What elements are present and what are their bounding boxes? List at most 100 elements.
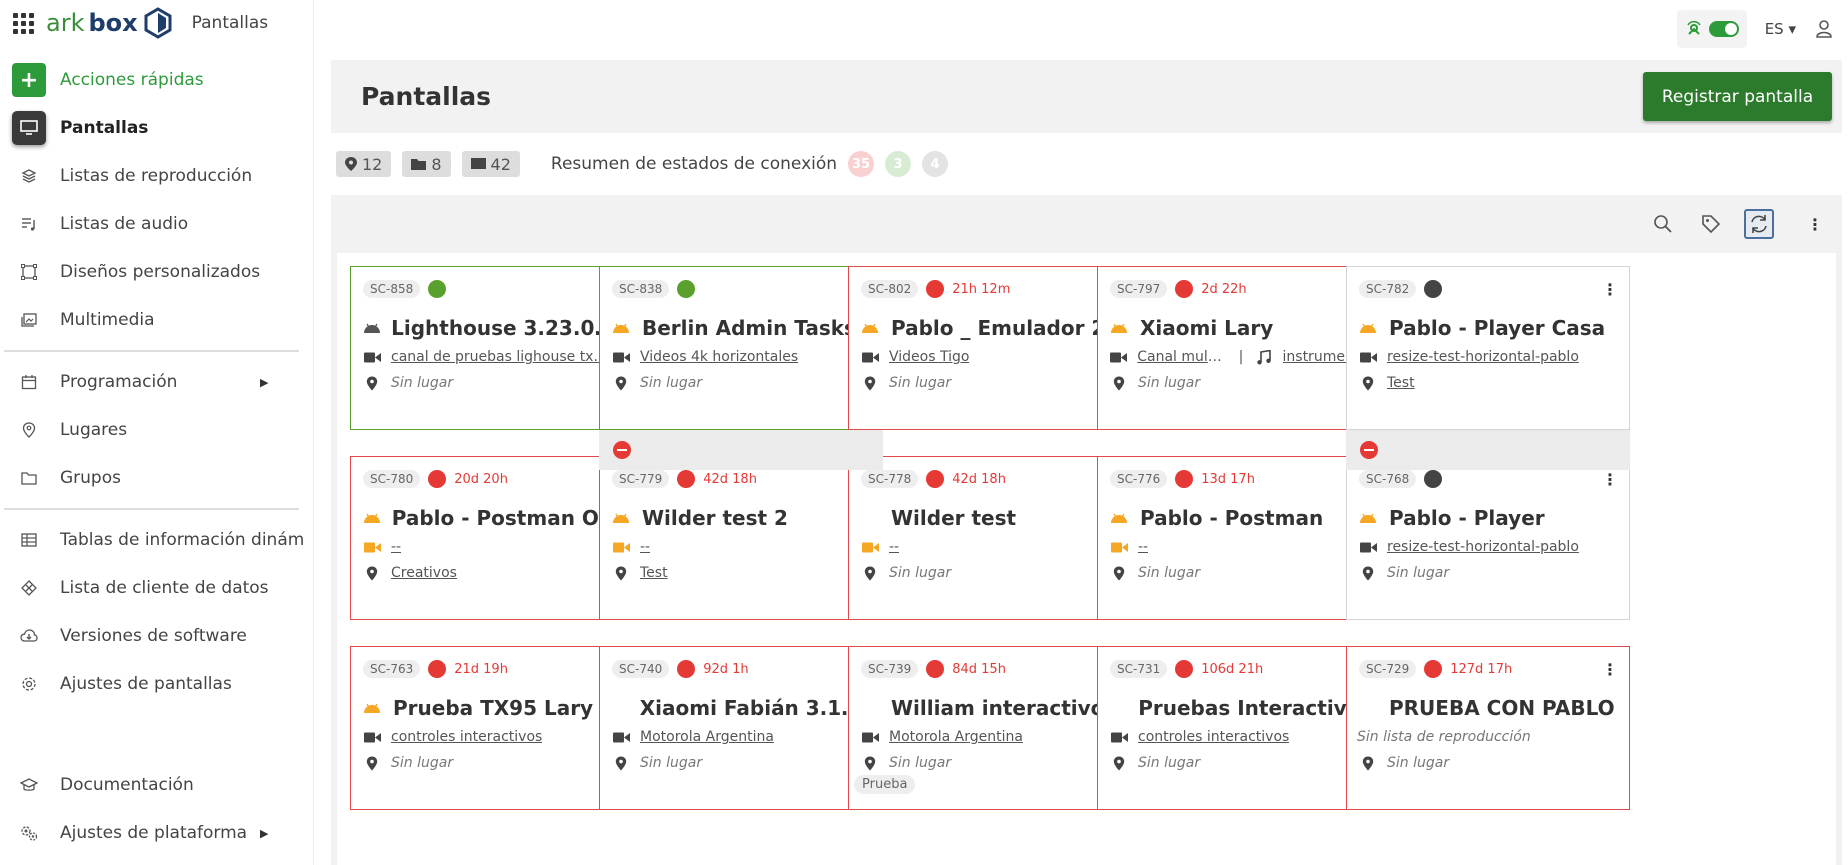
table-icon: [12, 523, 46, 557]
playlist-row: Videos Tigo: [861, 347, 1119, 367]
groups-count: 8: [431, 154, 442, 174]
sidebar-item-acciones-rápidas[interactable]: + Acciones rápidas: [0, 56, 313, 104]
screen-card[interactable]: SC-782 ⋮ Pablo - Player Casa resize-test-ho…: [1346, 266, 1630, 430]
playlist-link[interactable]: Canal multi...: [1137, 349, 1227, 365]
online-count-badge[interactable]: 3: [885, 151, 912, 177]
screen-name[interactable]: William interactivo: [891, 696, 1105, 720]
playlist-link[interactable]: Videos Tigo: [889, 349, 970, 365]
card-menu-icon[interactable]: ⋮: [1602, 279, 1618, 299]
sidebar-item-programación[interactable]: Programación ▶: [0, 358, 313, 406]
sidebar-item-tablas-de-información-dinám[interactable]: Tablas de información dinám: [0, 516, 313, 564]
user-icon[interactable]: [1814, 19, 1834, 39]
android-icon: [1111, 513, 1127, 523]
place-value[interactable]: Test: [1387, 375, 1415, 391]
sidebar-item-grupos[interactable]: Grupos: [0, 454, 313, 502]
more-options-button[interactable]: ⋮: [1792, 209, 1823, 239]
screen-name[interactable]: Pablo _ Emulador 2: [891, 316, 1106, 340]
screen-name[interactable]: Pablo - Postman Ofi...: [391, 506, 621, 530]
realtime-toggle[interactable]: [1708, 21, 1739, 37]
screen-name[interactable]: Wilder test 2: [642, 506, 788, 530]
sidebar-item-pantallas[interactable]: Pantallas: [0, 104, 313, 152]
sidebar-item-listas-de-reproducción[interactable]: Listas de reproducción: [0, 152, 313, 200]
graduation-cap-icon: [12, 768, 46, 802]
offline-count-badge[interactable]: 35: [848, 151, 875, 177]
playlist-link[interactable]: Videos 4k horizontales: [640, 349, 799, 365]
playlist-link[interactable]: --: [640, 539, 651, 555]
place-row: Test: [612, 563, 870, 583]
screen-name[interactable]: Xiaomi Fabián 3.18.0...: [639, 696, 870, 720]
playlist-link[interactable]: Motorola Argentina: [640, 729, 774, 745]
status-dot: [428, 470, 447, 488]
sidebar-item-versiones-de-software[interactable]: Versiones de software: [0, 612, 313, 660]
place-value[interactable]: Creativos: [391, 565, 457, 581]
place-row: Sin lugar: [612, 753, 870, 773]
screen-name[interactable]: Pablo - Player: [1389, 506, 1545, 530]
tag-filter-button[interactable]: [1696, 209, 1726, 239]
playlist-link[interactable]: resize-test-horizontal-pablo: [1387, 349, 1579, 365]
sidebar-item-ajustes-de-pantallas[interactable]: Ajustes de pantallas: [0, 660, 313, 708]
playlist-link[interactable]: Motorola Argentina: [889, 729, 1023, 745]
playlist-link[interactable]: resize-test-horizontal-pablo: [1387, 539, 1579, 555]
screen-name[interactable]: Pablo - Postman: [1140, 506, 1324, 530]
playlist-row: Videos 4k horizontales: [612, 347, 870, 367]
card-menu-icon[interactable]: ⋮: [1602, 469, 1618, 489]
screen-card[interactable]: SC-768 ⋮ Pablo - Player resize-test-horizon…: [1346, 456, 1630, 620]
screen-name[interactable]: Pruebas Interactivo ...: [1138, 696, 1368, 720]
card-title-row: Pablo - Player Casa: [1359, 315, 1617, 341]
android-icon: [364, 703, 380, 713]
sidebar-item-lugares[interactable]: Lugares: [0, 406, 313, 454]
sidebar-item-multimedia[interactable]: Multimedia: [0, 296, 313, 344]
groups-count-chip[interactable]: 8: [402, 151, 451, 177]
playlist-link[interactable]: --: [889, 539, 900, 555]
sidebar-item-ajustes-de-plataforma[interactable]: Ajustes de plataforma ▶: [0, 809, 313, 857]
search-button[interactable]: [1648, 209, 1678, 239]
arkbox-logo[interactable]: ark box: [46, 7, 174, 39]
location-pin-icon: [864, 756, 876, 770]
sidebar-item-lista-de-cliente-de-datos[interactable]: Lista de cliente de datos: [0, 564, 313, 612]
card-menu-icon[interactable]: ⋮: [1602, 659, 1618, 679]
sidebar-item-documentación[interactable]: Documentación: [0, 761, 313, 809]
status-dot: [1175, 470, 1194, 488]
place-value[interactable]: Test: [640, 565, 668, 581]
playlist-link[interactable]: canal de pruebas lighouse tx...: [391, 349, 607, 365]
android-icon: [364, 323, 380, 333]
screens-count-chip[interactable]: 42: [461, 151, 520, 177]
screen-name[interactable]: Prueba TX95 Lary: [393, 696, 594, 720]
screen-name[interactable]: Wilder test: [891, 506, 1017, 530]
playlist-link[interactable]: --: [391, 539, 402, 555]
places-count-chip[interactable]: 12: [336, 151, 392, 177]
status-dot: [1175, 660, 1194, 678]
screen-tag[interactable]: Prueba: [854, 775, 916, 794]
language-selector[interactable]: ES ▾: [1764, 20, 1796, 38]
screen-name[interactable]: Berlin Admin Tasks: [642, 316, 856, 340]
screen-name[interactable]: Pablo - Player Casa: [1389, 316, 1606, 340]
unknown-count-badge[interactable]: 4: [922, 151, 949, 177]
playlist-row: Motorola Argentina: [612, 727, 870, 747]
sidebar-item-listas-de-audio[interactable]: Listas de audio: [0, 200, 313, 248]
apps-grid-icon[interactable]: [12, 12, 34, 34]
register-screen-button[interactable]: Registrar pantalla: [1643, 72, 1832, 121]
screen-name[interactable]: Lighthouse 3.23.0 al...: [391, 316, 621, 340]
screen-code-badge: SC-776: [1110, 470, 1168, 488]
screen-name[interactable]: PRUEBA CON PABLO: [1389, 696, 1615, 720]
sidebar-item-diseños-personalizados[interactable]: Diseños personalizados: [0, 248, 313, 296]
screen-card[interactable]: SC-858⋮ Lighthouse 3.23.0 al... canal de p…: [350, 266, 634, 430]
screen-card[interactable]: SC-838⋮ Berlin Admin Tasks Videos 4k horiz…: [599, 266, 883, 430]
screen-card[interactable]: SC-729 127d 17h ⋮ PRUEBA CON PABLO Sin lista…: [1346, 646, 1630, 810]
video-camera-icon: [1359, 352, 1377, 362]
auto-refresh-button[interactable]: [1744, 209, 1774, 239]
playlist-link[interactable]: --: [1138, 539, 1149, 555]
playlist-link[interactable]: controles interactivos: [391, 729, 543, 745]
playlist-link[interactable]: controles interactivos: [1138, 729, 1290, 745]
screen-name[interactable]: Xiaomi Lary: [1140, 316, 1274, 340]
